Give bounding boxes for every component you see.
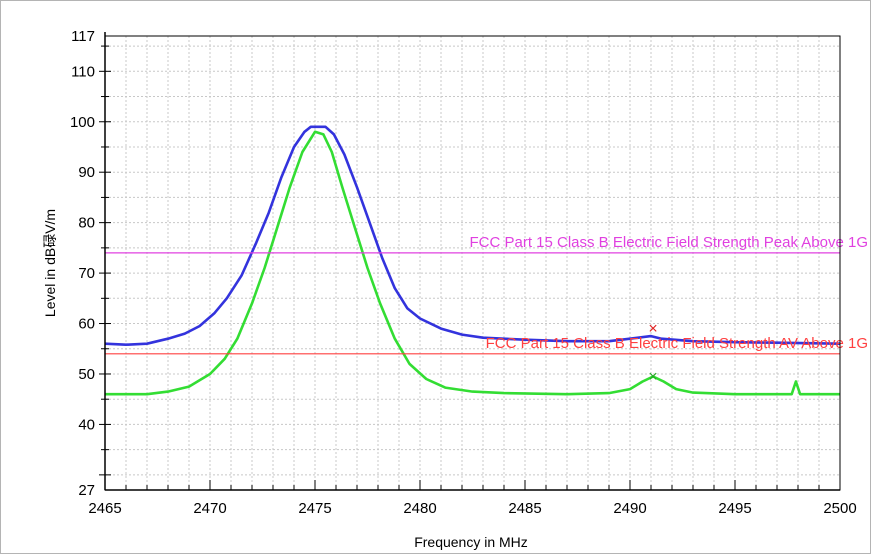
y-tick-label: 50 [78, 366, 95, 383]
y-tick-label: 110 [71, 63, 95, 80]
marker-2: × [648, 369, 657, 386]
x-tick-label: 2500 [823, 500, 856, 517]
x-tick-label: 2485 [508, 500, 541, 517]
y-tick-label: 80 [78, 215, 95, 232]
y-axis-label: Level in dB碌V/m [42, 209, 58, 317]
series-line-2 [105, 130, 840, 396]
y-tick-label: 100 [70, 114, 95, 131]
x-tick-label: 2480 [403, 500, 436, 517]
plot-area [105, 36, 840, 490]
x-tick-labels: 2465 2470 2475 2480 2485 2490 2495 2500 [88, 500, 856, 517]
series-line-1 [104, 125, 841, 347]
y-tick-label: 117 [71, 28, 95, 45]
y-tick-label: 90 [78, 164, 95, 181]
x-tick-label: 2475 [298, 500, 331, 517]
y-tick-label: 27 [78, 482, 95, 499]
y-tick-labels: 117 110 100 90 80 70 60 50 40 27 [70, 28, 95, 499]
x-tick-label: 2465 [88, 500, 121, 517]
x-axis-label: Frequency in MHz [414, 534, 528, 550]
axes [99, 32, 841, 491]
grid [105, 36, 840, 490]
x-tick-label: 2490 [613, 500, 646, 517]
y-tick-label: 40 [78, 416, 95, 433]
limit-lines: FCC Part 15 Class B Electric Field Stren… [105, 234, 868, 355]
markers: ×× [648, 321, 657, 386]
y-tick-label: 60 [78, 316, 95, 333]
y-tick-label: 70 [78, 265, 95, 282]
series-group [104, 125, 841, 396]
x-tick-label: 2470 [193, 500, 226, 517]
x-tick-label: 2495 [718, 500, 751, 517]
limit-line-label-1: FCC Part 15 Class B Electric Field Stren… [469, 234, 868, 251]
limit-line-label-2: FCC Part 15 Class B Electric Field Stren… [486, 335, 868, 352]
marker-1: × [648, 321, 657, 338]
